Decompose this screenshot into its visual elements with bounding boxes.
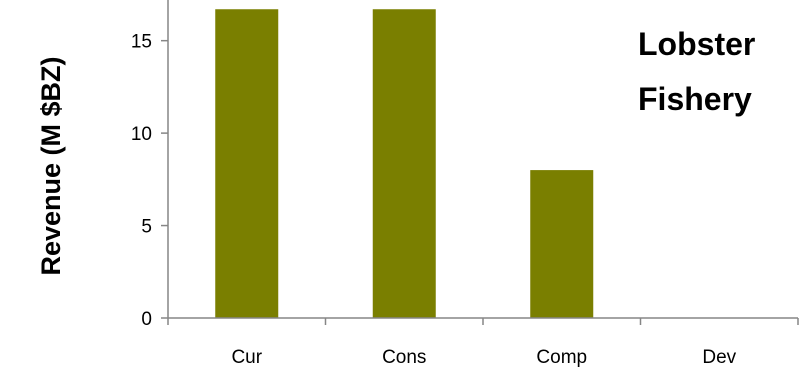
x-tick-label-cons: Cons	[382, 347, 426, 368]
bar-cons	[372, 9, 436, 318]
y-axis-title: Revenue (M $BZ)	[36, 56, 66, 275]
y-tick-label: 0	[141, 309, 152, 330]
x-tick-label-cur: Cur	[231, 347, 262, 368]
y-tick-label: 5	[141, 217, 152, 238]
y-axis-ticks: 0 5 10 15	[131, 32, 168, 330]
x-tick-label-dev: Dev	[702, 347, 736, 368]
y-tick-label: 10	[131, 124, 152, 145]
y-tick-label: 15	[131, 32, 152, 53]
bar-comp	[530, 170, 594, 318]
x-axis-ticks: Cur Cons Comp Dev	[167, 318, 799, 368]
chart-title-line-2: Fishery	[638, 81, 752, 117]
bar-cur	[215, 9, 279, 318]
bar-group	[215, 9, 594, 318]
chart-title-line-1: Lobster	[638, 26, 755, 62]
x-tick-label-comp: Comp	[536, 347, 587, 368]
